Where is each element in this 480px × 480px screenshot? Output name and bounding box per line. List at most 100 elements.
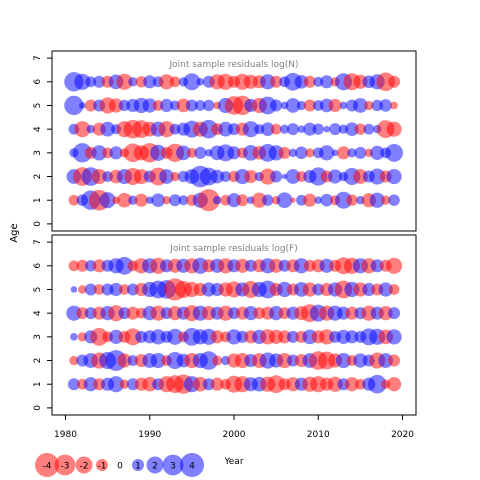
y-tick-label: 0 [33,405,43,411]
legend-item: 2 [146,456,164,474]
data-point [192,376,208,392]
data-point [386,377,402,392]
data-point [388,284,400,295]
chart-title: Joint sample residuals log(N) [168,60,298,70]
data-point [386,168,402,185]
data-point [116,73,133,90]
data-point [353,98,368,113]
data-point [150,352,166,369]
data-point [269,306,284,321]
chart-title: Joint sample residuals log(F) [169,244,297,254]
y-tick-label: 2 [33,174,43,180]
data-point [386,257,403,274]
data-point [83,377,98,392]
legend-bubble [54,454,76,476]
data-point [176,98,191,113]
y-tick-label: 2 [33,358,43,364]
data-point [388,75,401,88]
legend-label: 4 [189,462,195,472]
data-point [262,194,274,206]
data-point [91,168,107,185]
legend-bubble [146,456,164,474]
x-tick-label: 1980 [54,430,77,440]
data-point [328,169,343,184]
data-point [183,73,201,91]
y-tick-label: 3 [33,334,43,340]
legend-bubble [132,459,144,471]
data-point [331,149,339,157]
data-point [186,147,197,158]
data-point [194,100,206,111]
data-point [178,195,189,206]
data-point [151,193,166,208]
data-point [143,75,157,89]
data-point [194,146,207,159]
data-point [68,194,80,206]
data-point [385,143,403,162]
x-axis-label: Year [223,457,243,467]
data-point [210,330,224,344]
data-point [320,193,333,207]
data-point [197,189,220,212]
data-point [364,100,374,111]
legend-item: -1 [96,459,108,472]
legend-item: 3 [162,454,184,476]
data-point [185,99,198,112]
data-point [339,101,348,110]
data-point [367,374,387,394]
data-point [353,169,368,184]
data-point [220,171,231,182]
legend-label: 1 [135,462,141,472]
data-point [379,99,392,112]
data-point [378,282,393,297]
data-point [64,95,84,116]
data-point [99,192,116,209]
data-point [93,284,105,295]
data-point [370,145,385,160]
legend-label: 0 [117,462,123,472]
legend-label: -1 [98,462,107,472]
data-point [269,258,284,273]
data-point [344,377,360,392]
data-point [386,121,402,137]
x-axis: 1980 1990 2000 2010 2020 [54,415,414,440]
data-point [108,329,124,344]
data-point [236,194,249,207]
data-point [158,121,175,138]
data-point [78,285,87,294]
data-point [346,194,358,206]
legend: -4 -3 -2 -1 0 1 2 3 4 [35,453,204,477]
data-point [303,193,317,207]
data-point [210,169,224,184]
data-point [169,76,181,88]
legend-item: -3 [54,454,76,476]
legend-item: -2 [75,456,93,474]
data-point [303,122,317,136]
data-point [270,170,283,183]
data-point [270,75,283,88]
data-point [323,125,330,133]
x-tick-label: 2020 [391,430,414,440]
legend-bubble [162,454,184,476]
data-point [242,121,259,138]
data-point [285,169,301,184]
y-tick-label: 5 [33,287,43,293]
data-point [345,306,359,320]
data-point [303,75,316,88]
legend-bubble [35,453,59,477]
data-point [142,376,158,392]
data-point [328,98,342,113]
x-tick-label: 1990 [138,430,161,440]
data-point [212,195,222,205]
data-point [212,355,223,366]
panel-2: Joint sample residuals log(F) 0 1 2 3 4 5 6 7 198… [33,234,417,467]
y-tick-label: 5 [33,103,43,109]
data-point [199,351,219,370]
data-point [70,333,78,341]
data-point [79,102,86,109]
legend-label: 2 [152,462,158,472]
data-point [345,330,359,344]
data-point [288,148,298,158]
y-tick-label: 6 [33,79,43,85]
